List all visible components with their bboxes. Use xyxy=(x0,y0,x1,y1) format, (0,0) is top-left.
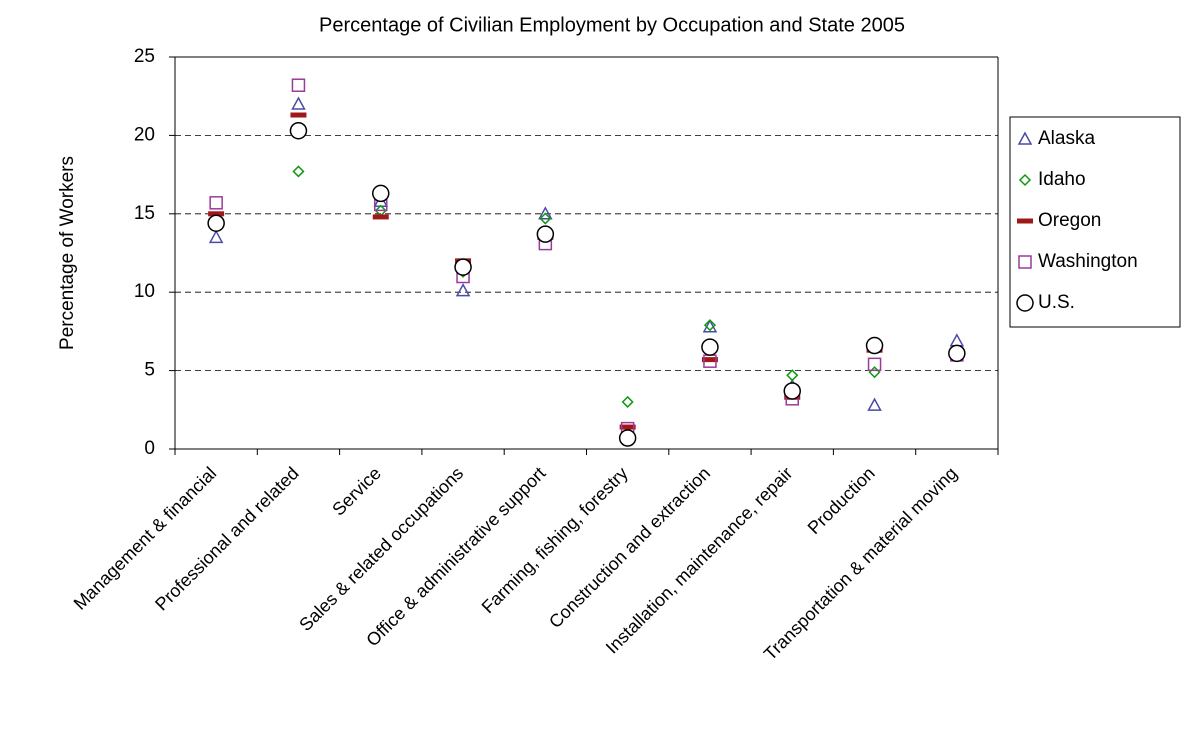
data-point xyxy=(701,357,718,363)
data-point xyxy=(291,78,306,92)
y-tick-label: 0 xyxy=(144,438,155,459)
legend-marker xyxy=(1018,173,1032,187)
data-point xyxy=(538,206,553,220)
y-tick-label: 10 xyxy=(134,281,155,302)
data-point xyxy=(208,229,224,244)
data-point xyxy=(208,211,225,217)
data-point xyxy=(209,196,223,210)
y-tick-label: 15 xyxy=(134,203,155,224)
x-tick-label: Management & financial xyxy=(70,463,221,614)
data-point xyxy=(289,121,308,140)
legend-marker xyxy=(1017,218,1033,224)
data-point xyxy=(207,214,225,232)
y-axis-title: Percentage of Workers xyxy=(57,156,78,350)
data-point xyxy=(536,225,555,243)
x-tick-label: Professional and related xyxy=(151,463,302,614)
data-point xyxy=(703,319,717,332)
x-tick-label: Installation, maintenance, repair xyxy=(602,463,797,658)
legend-label: Alaska xyxy=(1038,128,1095,149)
legend-label: Idaho xyxy=(1038,169,1086,190)
data-point xyxy=(372,184,390,203)
data-point xyxy=(867,357,882,372)
data-point xyxy=(948,344,966,363)
x-tick-label: Construction and extraction xyxy=(545,463,714,632)
x-tick-label: Service xyxy=(328,463,385,520)
data-point xyxy=(292,165,305,178)
legend-label: Oregon xyxy=(1038,210,1101,231)
y-tick-label: 5 xyxy=(144,360,155,381)
data-point xyxy=(455,283,471,297)
data-point xyxy=(949,333,965,347)
legend-label: U.S. xyxy=(1038,292,1075,313)
legend-marker xyxy=(1018,255,1032,269)
x-tick-label: Production xyxy=(804,463,879,538)
data-point xyxy=(865,336,884,355)
data-point xyxy=(290,112,307,118)
data-point xyxy=(618,429,637,447)
data-point xyxy=(868,366,881,379)
x-tick-label: Office & administrative support xyxy=(362,463,549,650)
data-point xyxy=(291,96,306,110)
data-point xyxy=(621,395,634,409)
legend-box xyxy=(1009,116,1181,328)
y-tick-label: 25 xyxy=(134,46,155,67)
legend-label: Washington xyxy=(1038,251,1138,272)
data-point xyxy=(539,212,552,225)
data-point xyxy=(786,369,799,382)
x-tick-label: Sales & related occupations xyxy=(295,463,467,635)
legend-marker xyxy=(1016,294,1034,312)
y-tick-label: 20 xyxy=(134,124,155,145)
data-point xyxy=(701,338,719,356)
data-point xyxy=(454,258,472,276)
chart-title: Percentage of Civilian Employment by Occ… xyxy=(319,14,905,36)
legend-marker xyxy=(1017,131,1033,145)
data-point xyxy=(867,397,882,411)
x-tick-label: Farming, fishing, forestry xyxy=(478,463,632,617)
data-point xyxy=(783,382,801,400)
data-point xyxy=(619,424,636,430)
data-point xyxy=(372,214,389,220)
